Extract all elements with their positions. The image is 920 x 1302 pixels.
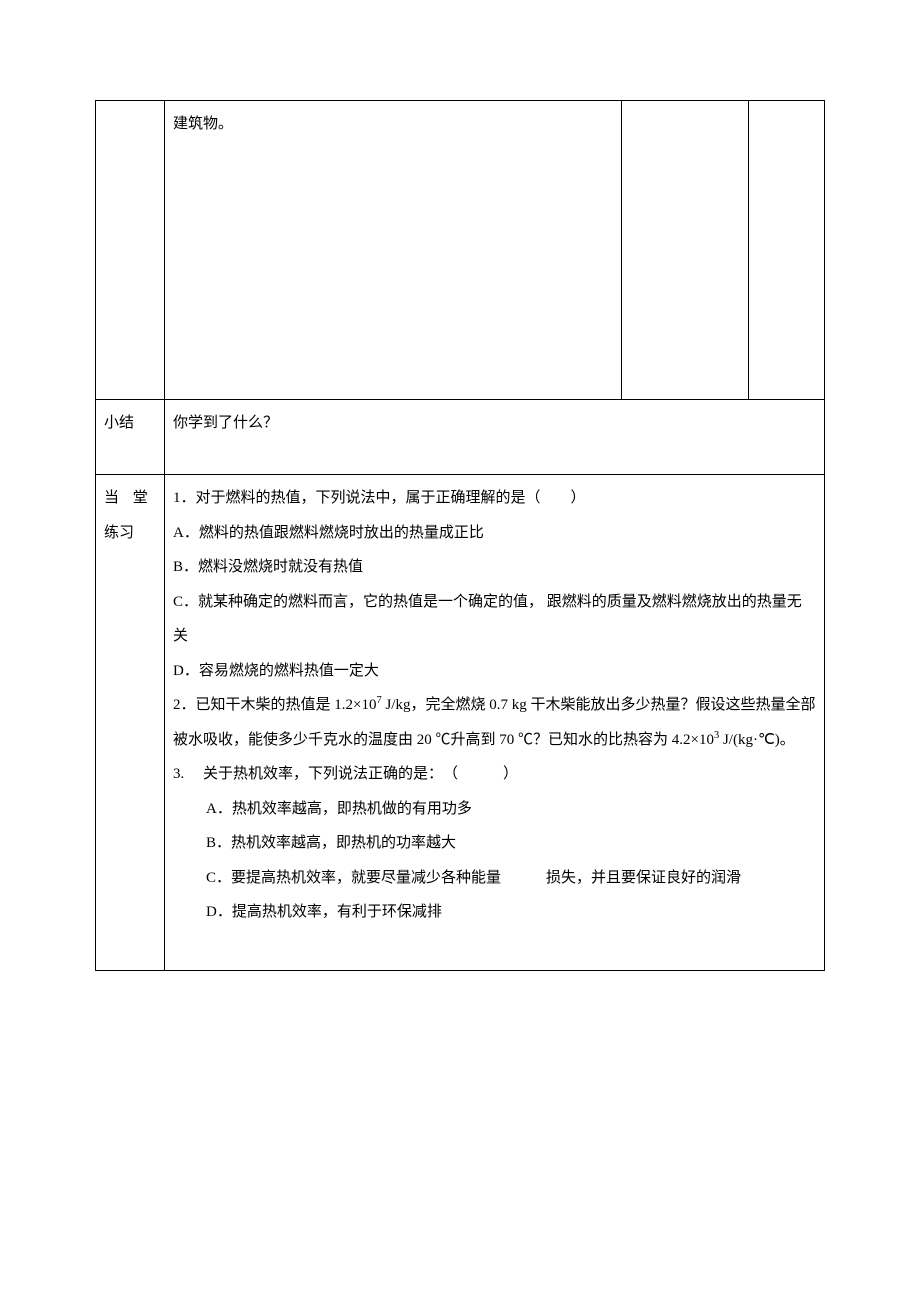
trailing-space: [173, 930, 816, 965]
practice-label: 当 堂 练习: [96, 475, 165, 971]
q3-option-d: D．提高热机效率，有利于环保减排: [173, 895, 816, 930]
q1-option-b: B．燃料没燃烧时就没有热值: [173, 550, 816, 585]
q3-c-text: C．要提高热机效率，就要尽量减少各种能量 损失，并且要保证良好的润滑: [173, 861, 816, 896]
practice-content: 1．对于燃料的热值，下列说法中，属于正确理解的是（ ） A．燃料的热值跟燃料燃烧…: [165, 475, 825, 971]
row-top-aux1: [622, 101, 749, 400]
q1-option-c: C．就某种确定的燃料而言，它的热值是一个确定的值， 跟燃料的质量及燃料燃烧放出的…: [173, 585, 816, 654]
practice-label-line1: 当 堂: [104, 490, 153, 506]
practice-body: 1．对于燃料的热值，下列说法中，属于正确理解的是（ ） A．燃料的热值跟燃料燃烧…: [173, 481, 816, 964]
summary-content: 你学到了什么？: [165, 400, 825, 475]
page-container: 建筑物。 小结 你学到了什么？ 当 堂 练习 1．对于燃料的热值，下列说法中，属…: [0, 0, 920, 1031]
row-summary: 小结 你学到了什么？: [96, 400, 825, 475]
row-top-label: [96, 101, 165, 400]
q2-text: 2．已知干木柴的热值是 1.2×107 J/kg，完全燃烧 0.7 kg 干木柴…: [173, 688, 816, 757]
layout-table: 建筑物。 小结 你学到了什么？ 当 堂 练习 1．对于燃料的热值，下列说法中，属…: [95, 100, 825, 971]
row-top-content: 建筑物。: [165, 101, 622, 400]
row-practice: 当 堂 练习 1．对于燃料的热值，下列说法中，属于正确理解的是（ ） A．燃料的…: [96, 475, 825, 971]
row-content-continuation: 建筑物。: [96, 101, 825, 400]
practice-label-line2: 练习: [104, 525, 134, 541]
q3-option-c: C．要提高热机效率，就要尽量减少各种能量 损失，并且要保证良好的润滑: [173, 861, 816, 896]
q3-option-b: B．热机效率越高，即热机的功率越大: [173, 826, 816, 861]
q3-d-text: D．提高热机效率，有利于环保减排: [173, 895, 816, 930]
q2-part1: 2．已知干木柴的热值是 1.2×10: [173, 697, 376, 713]
q3-stem: 3. 关于热机效率，下列说法正确的是： （ ）: [173, 757, 816, 792]
q1-option-a: A．燃料的热值跟燃料燃烧时放出的热量成正比: [173, 516, 816, 551]
summary-label: 小结: [96, 400, 165, 475]
q3-option-a: A．热机效率越高，即热机做的有用功多: [173, 792, 816, 827]
q3-b-text: B．热机效率越高，即热机的功率越大: [173, 826, 816, 861]
q3-a-text: A．热机效率越高，即热机做的有用功多: [173, 792, 816, 827]
row-top-aux2: [749, 101, 825, 400]
q1-option-d: D．容易燃烧的燃料热值一定大: [173, 654, 816, 689]
q2-part3: J/(kg·℃)。: [719, 732, 795, 748]
q1-stem: 1．对于燃料的热值，下列说法中，属于正确理解的是（ ）: [173, 481, 816, 516]
